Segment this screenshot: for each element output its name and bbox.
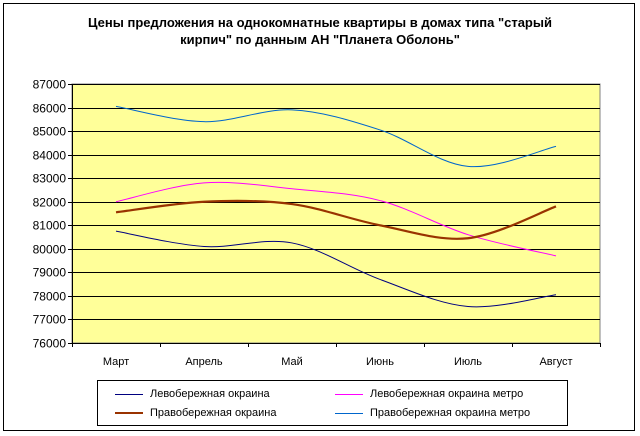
xtick-label: Июнь xyxy=(366,356,394,368)
chart-title: Цены предложения на однокомнатные кварти… xyxy=(0,14,640,48)
xtick-label: Апрель xyxy=(185,356,223,368)
xtick-label: Август xyxy=(539,356,572,368)
legend-swatch xyxy=(115,412,143,414)
xtick-label: Май xyxy=(281,356,303,368)
ytick-label: 79000 xyxy=(33,266,67,280)
legend: Левобережная окраина Левобережная окраина… xyxy=(97,380,568,426)
legend-swatch xyxy=(335,412,363,414)
xtick-label: Июль xyxy=(454,356,482,368)
ytick-label: 87000 xyxy=(33,78,67,92)
series-line-3 xyxy=(115,199,557,240)
chart-title-line-2: кирпич" по данным АН "Планета Оболонь" xyxy=(180,32,460,47)
series-line-1 xyxy=(115,230,557,308)
legend-item: Левобережная окраина xyxy=(115,387,270,401)
chart-title-line-1: Цены предложения на однокомнатные кварти… xyxy=(88,15,552,30)
legend-item: Левобережная окраина метро xyxy=(335,387,523,401)
legend-label: Правобережная окраина xyxy=(150,407,277,419)
legend-swatch xyxy=(115,393,143,395)
ytick-label: 81000 xyxy=(33,219,67,233)
legend-label: Правобережная окраина метро xyxy=(370,407,531,419)
legend-item: Правобережная окраина метро xyxy=(335,406,530,420)
legend-label: Левобережная окраина метро xyxy=(370,388,524,400)
xtick-label: Март xyxy=(103,356,129,368)
legend-label: Левобережная окраина xyxy=(150,388,270,400)
legend-item: Правобережная окраина xyxy=(115,406,276,420)
ytick-label: 83000 xyxy=(33,172,67,186)
series-line-4 xyxy=(115,105,557,168)
legend-swatch xyxy=(335,393,363,395)
ytick-label: 78000 xyxy=(33,290,67,304)
ytick-label: 86000 xyxy=(33,102,67,116)
ytick-label: 76000 xyxy=(33,337,67,351)
ytick-label: 77000 xyxy=(33,313,67,327)
ytick-label: 82000 xyxy=(33,196,67,210)
ytick-label: 84000 xyxy=(33,149,67,163)
ytick-label: 80000 xyxy=(33,243,67,257)
ytick-label: 85000 xyxy=(33,125,67,139)
